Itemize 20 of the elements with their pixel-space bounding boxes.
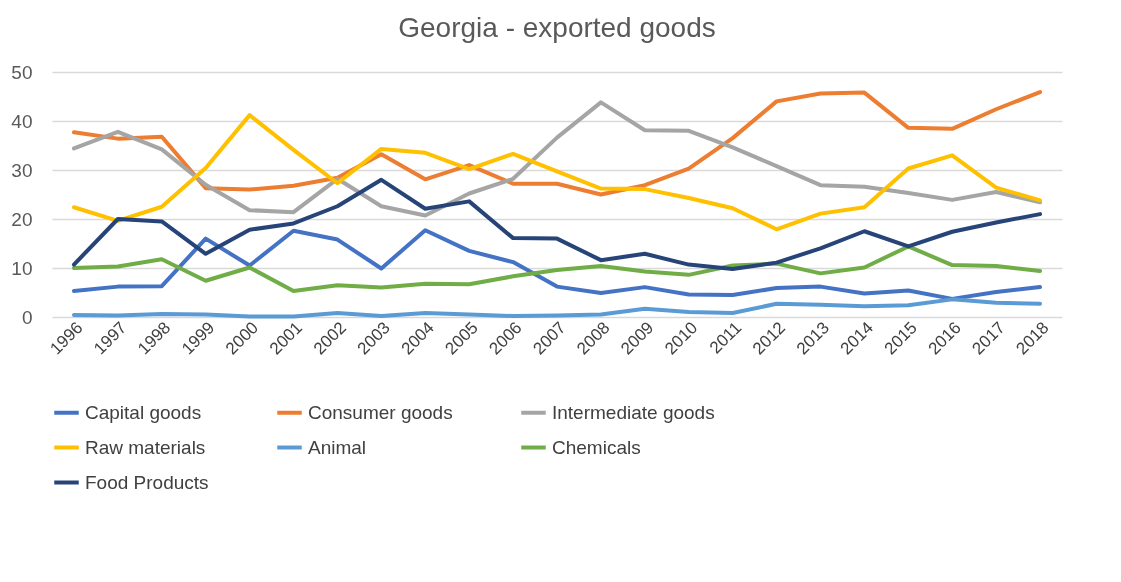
line-series (71, 100, 1043, 218)
y-tick-label: 0 (21, 306, 33, 328)
legend-label: Chemicals (552, 436, 641, 458)
line-series (71, 177, 1043, 271)
line-series (71, 297, 1043, 319)
legend-label: Capital goods (85, 401, 202, 423)
legend-label: Raw materials (85, 436, 206, 458)
y-tick-label: 20 (11, 208, 33, 230)
y-tick-label: 40 (11, 110, 33, 132)
legend-label: Food Products (85, 471, 209, 493)
y-tick-label: 50 (11, 61, 33, 83)
legend-label: Consumer goods (308, 401, 453, 423)
y-tick-label: 10 (11, 257, 33, 279)
y-tick-label: 30 (11, 159, 33, 181)
legend-label: Animal (308, 436, 367, 458)
legend-label: Intermediate goods (552, 401, 715, 423)
chart-title: Georgia - exported goods (398, 12, 716, 43)
line-series (71, 228, 1043, 301)
line-series (71, 113, 1043, 232)
line-series (71, 244, 1043, 294)
